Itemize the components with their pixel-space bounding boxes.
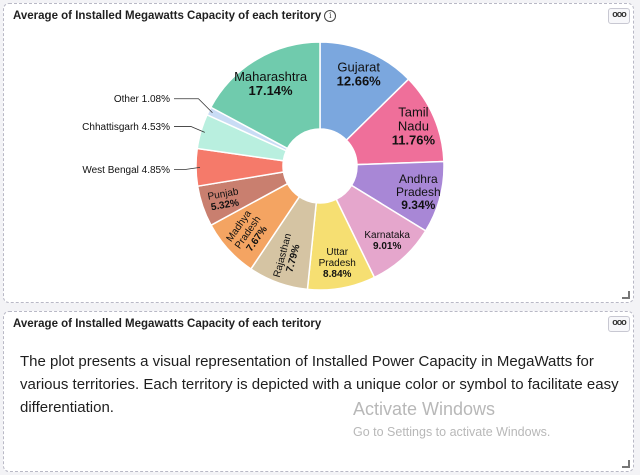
slice-label-maharashtra: Maharashtra <box>234 69 308 84</box>
donut-chart: Gujarat12.66%TamilNadu11.76%AndhraPrades… <box>82 41 445 291</box>
text-panel-menu-button[interactable]: ooo <box>608 316 630 332</box>
chart-panel-title: Average of Installed Megawatts Capacity … <box>13 10 322 22</box>
slice-label-gujarat: Gujarat <box>337 59 380 74</box>
slice-value-tamil-nadu: 11.76% <box>392 132 436 147</box>
slice-label-punjab: Punjab <box>207 186 240 202</box>
slice-value-gujarat: 12.66% <box>337 73 382 88</box>
text-panel: Average of Installed Megawatts Capacity … <box>3 311 634 472</box>
slice-label-andhra-pradesh: Pradesh <box>396 185 441 199</box>
slice-value-andhra-pradesh: 9.34% <box>401 198 435 212</box>
text-panel-title-row: Average of Installed Megawatts Capacity … <box>13 318 321 330</box>
chart-panel: Average of Installed Megawatts Capacity … <box>3 3 634 303</box>
leader-line-other <box>174 98 213 114</box>
leader-line-west-bengal <box>174 166 201 170</box>
slice-label-tamil-nadu: Nadu <box>398 118 429 133</box>
slice-label-uttar-pradesh: Uttar <box>326 247 348 258</box>
slice-label-other: Other 1.08% <box>114 94 170 105</box>
slice-label-chhattisgarh: Chhattisgarh 4.53% <box>82 122 170 133</box>
slice-value-karnataka: 9.01% <box>373 241 401 252</box>
slice-label-andhra-pradesh: Andhra <box>399 172 438 186</box>
text-panel-resize-handle[interactable] <box>622 460 630 468</box>
info-icon[interactable]: i <box>324 10 337 22</box>
chart-description: The plot presents a visual representatio… <box>20 353 619 416</box>
chart-panel-resize-handle[interactable] <box>622 291 630 299</box>
activate-windows-title: Activate Windows <box>353 399 496 419</box>
leader-line-chhattisgarh <box>174 126 205 133</box>
text-panel-title: Average of Installed Megawatts Capacity … <box>13 318 322 330</box>
chart-panel-title-row: Average of Installed Megawatts Capacity … <box>13 10 337 22</box>
slice-label-west-bengal: West Bengal 4.85% <box>82 165 170 176</box>
slice-label-tamil-nadu: Tamil <box>398 104 428 119</box>
chart-panel-menu-button[interactable]: ooo <box>608 8 630 24</box>
slice-gujarat[interactable] <box>319 41 410 142</box>
activate-windows-subtitle: Go to Settings to activate Windows. <box>353 425 551 439</box>
slice-maharashtra[interactable] <box>209 41 321 150</box>
slice-value-maharashtra: 17.14% <box>249 83 294 98</box>
slice-label-karnataka: Karnataka <box>364 230 410 241</box>
slice-value-uttar-pradesh: 8.84% <box>323 269 351 280</box>
slice-label-uttar-pradesh: Pradesh <box>319 258 356 269</box>
slice-value-punjab: 5.32% <box>210 198 240 214</box>
